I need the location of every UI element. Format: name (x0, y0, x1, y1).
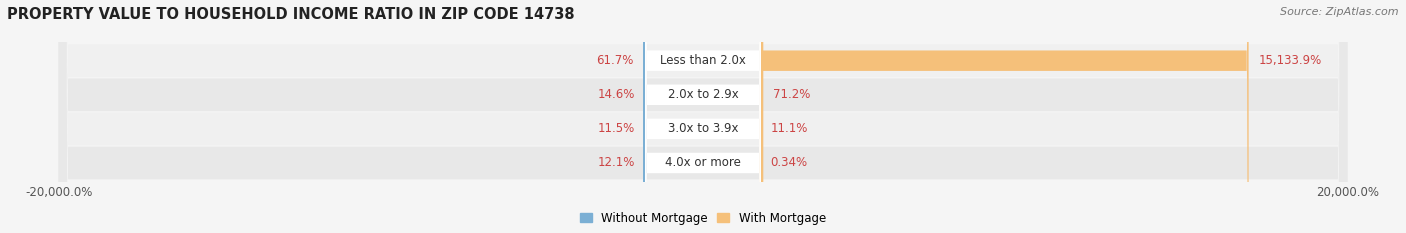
Text: 11.5%: 11.5% (598, 122, 636, 135)
Text: 12.1%: 12.1% (598, 157, 636, 169)
FancyBboxPatch shape (643, 0, 647, 233)
FancyBboxPatch shape (645, 0, 761, 233)
FancyBboxPatch shape (761, 0, 763, 233)
Text: 61.7%: 61.7% (596, 54, 633, 67)
Text: 4.0x or more: 4.0x or more (665, 157, 741, 169)
FancyBboxPatch shape (643, 0, 645, 233)
Text: 15,133.9%: 15,133.9% (1258, 54, 1322, 67)
Text: 0.34%: 0.34% (770, 157, 808, 169)
Text: 3.0x to 3.9x: 3.0x to 3.9x (668, 122, 738, 135)
FancyBboxPatch shape (761, 0, 1249, 233)
Legend: Without Mortgage, With Mortgage: Without Mortgage, With Mortgage (581, 212, 825, 225)
FancyBboxPatch shape (759, 0, 763, 233)
Text: Source: ZipAtlas.com: Source: ZipAtlas.com (1281, 7, 1399, 17)
FancyBboxPatch shape (59, 0, 1347, 233)
FancyBboxPatch shape (59, 0, 1347, 233)
FancyBboxPatch shape (759, 0, 763, 233)
FancyBboxPatch shape (645, 0, 761, 233)
Text: 71.2%: 71.2% (773, 88, 810, 101)
FancyBboxPatch shape (643, 0, 647, 233)
Text: Less than 2.0x: Less than 2.0x (659, 54, 747, 67)
FancyBboxPatch shape (645, 0, 761, 233)
FancyBboxPatch shape (59, 0, 1347, 233)
FancyBboxPatch shape (645, 0, 761, 233)
Text: 11.1%: 11.1% (770, 122, 808, 135)
Text: 2.0x to 2.9x: 2.0x to 2.9x (668, 88, 738, 101)
Text: PROPERTY VALUE TO HOUSEHOLD INCOME RATIO IN ZIP CODE 14738: PROPERTY VALUE TO HOUSEHOLD INCOME RATIO… (7, 7, 575, 22)
Text: 14.6%: 14.6% (598, 88, 636, 101)
FancyBboxPatch shape (59, 0, 1347, 233)
FancyBboxPatch shape (643, 0, 647, 233)
